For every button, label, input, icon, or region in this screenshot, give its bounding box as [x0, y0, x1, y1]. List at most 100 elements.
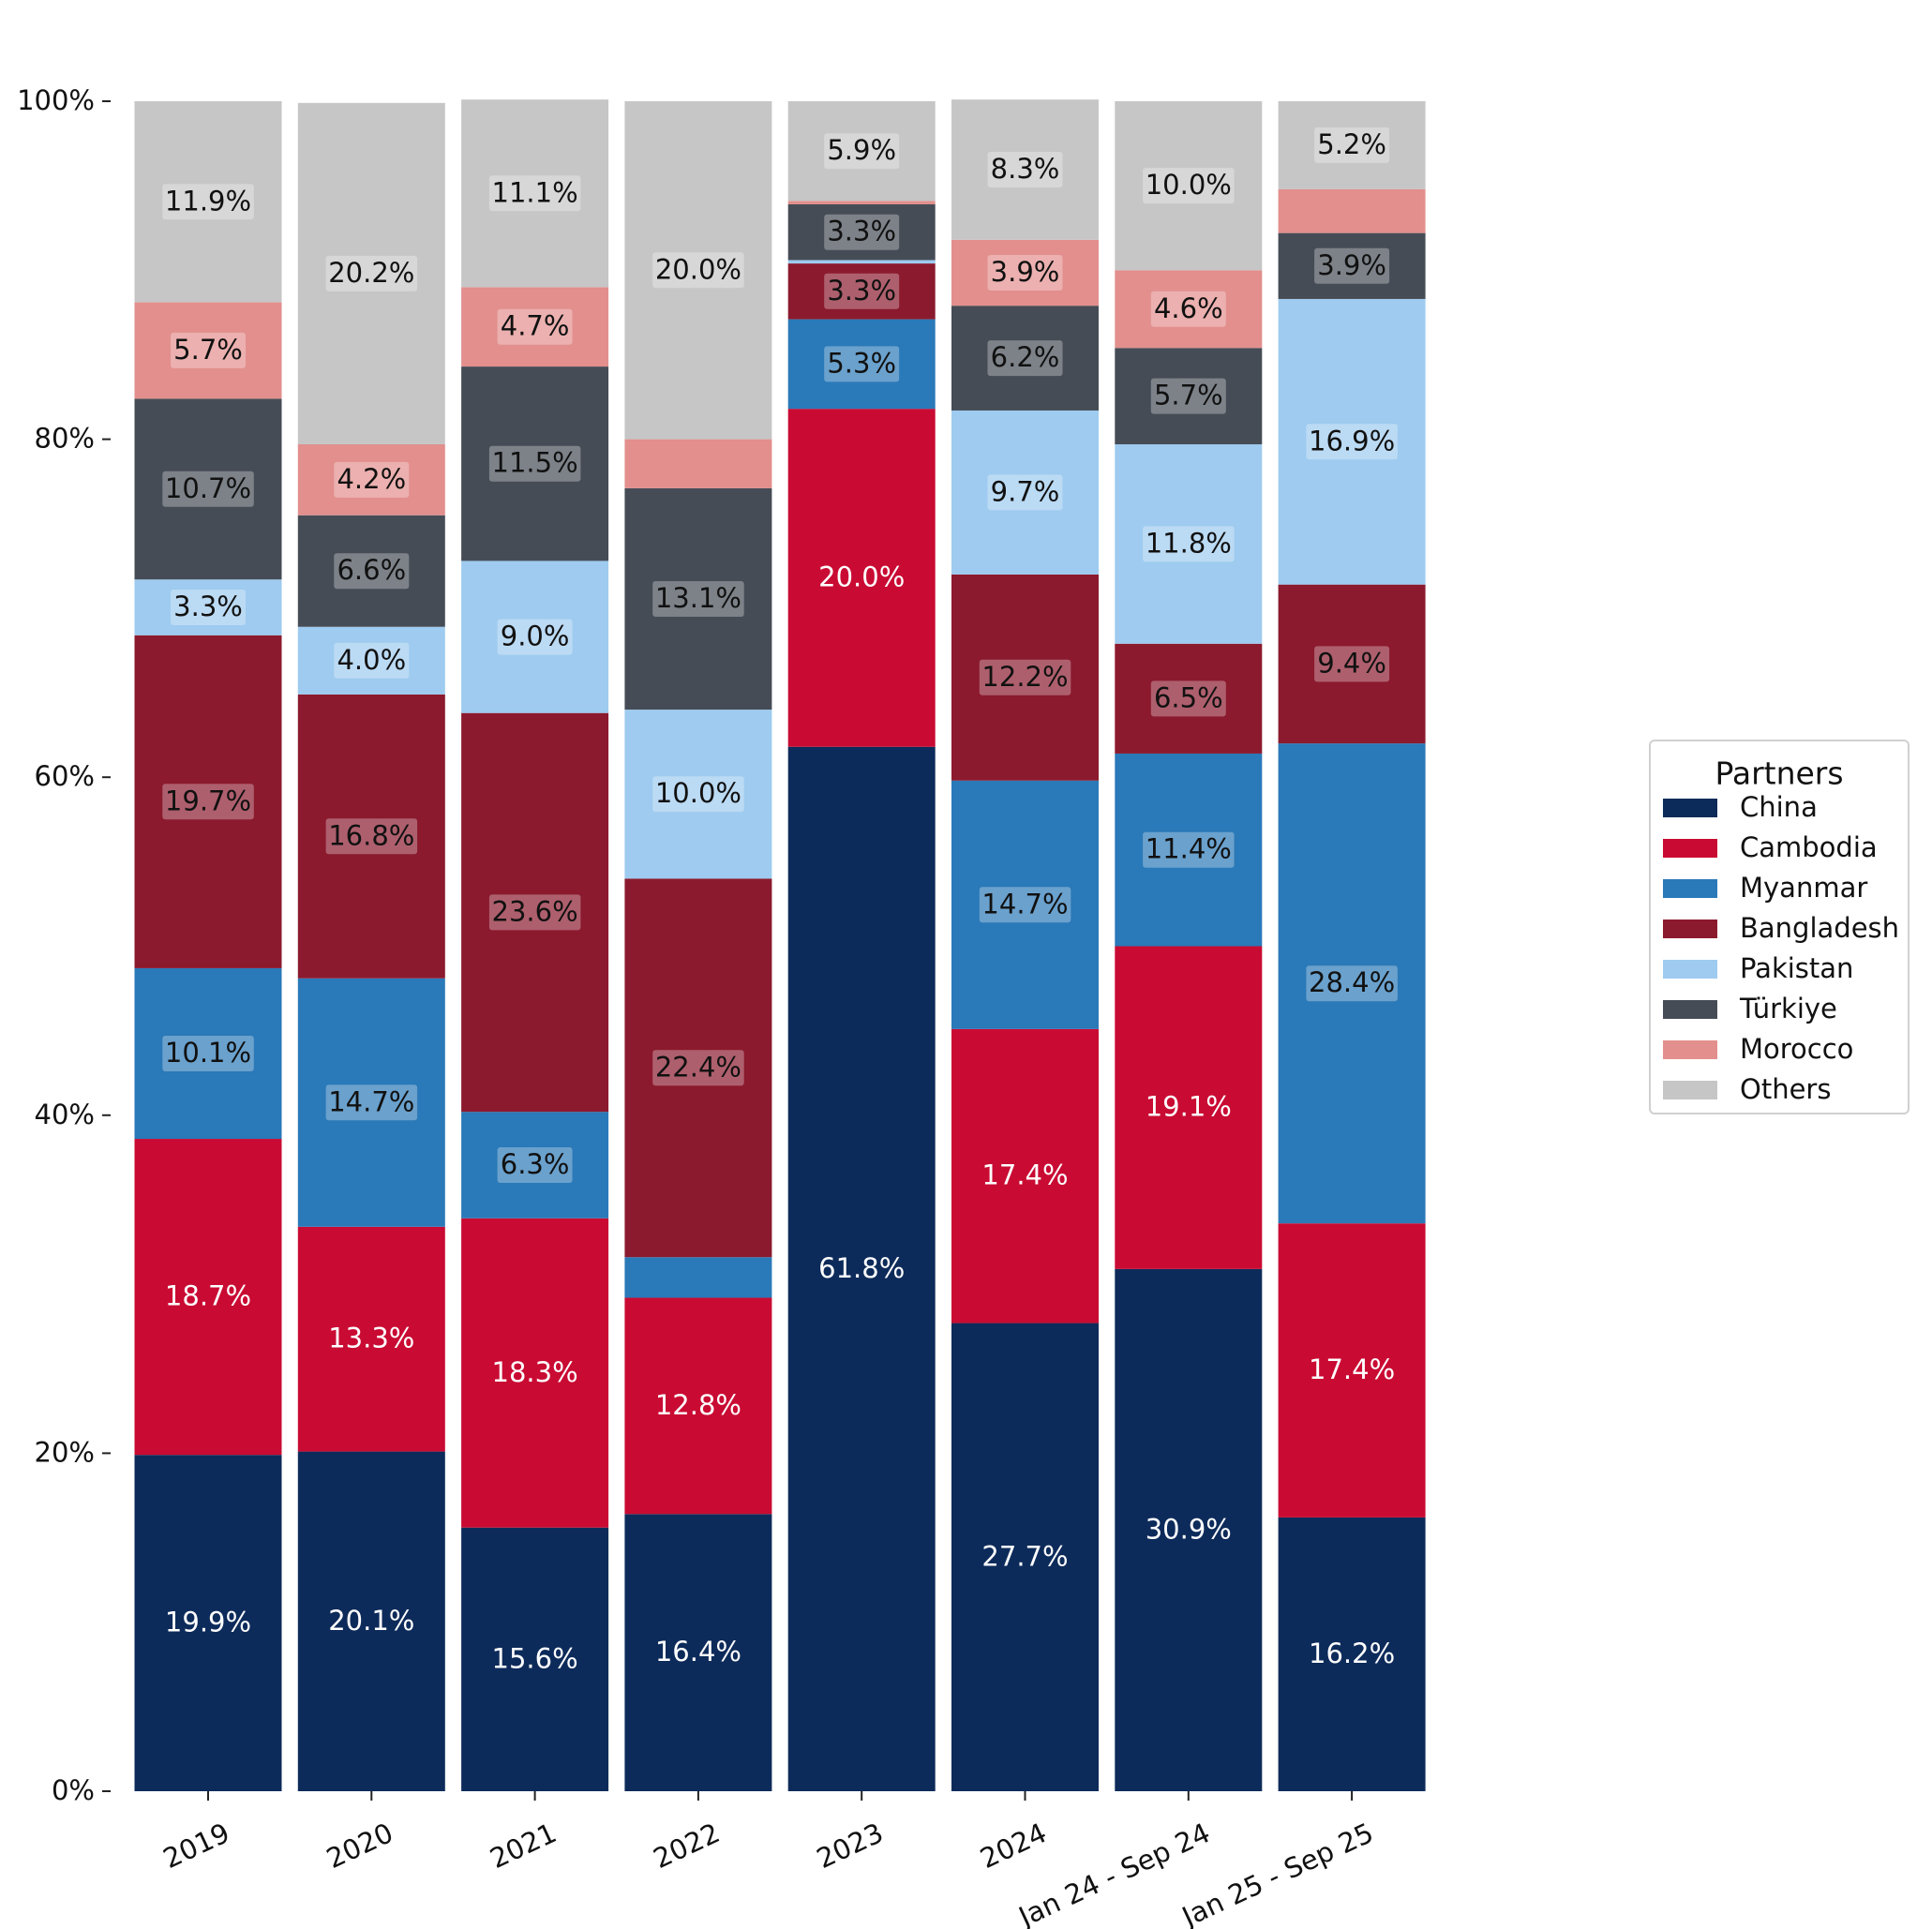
data-label-text: 12.8%: [655, 1389, 741, 1421]
data-label-box: [162, 784, 254, 820]
x-tick-label-2021: 2021: [485, 1817, 561, 1875]
data-label-bangladesh-2019: 19.7%: [162, 784, 254, 820]
legend-item-t-rkiye: Türkiye: [1663, 993, 1837, 1024]
legend-title: Partners: [1715, 755, 1843, 792]
bar-myanmar-2023: [787, 319, 936, 410]
data-label-cambodia-2024: 17.4%: [981, 1159, 1068, 1191]
bar-bangladesh-jan-24-sep-24: [1115, 643, 1263, 754]
data-label-t-rkiye-2021: 11.5%: [488, 445, 581, 482]
data-label-china-2019: 19.9%: [165, 1607, 251, 1638]
data-label-myanmar-2024: 14.7%: [979, 887, 1071, 923]
bar-morocco-2019: [134, 302, 282, 399]
data-label-text: 5.9%: [827, 134, 896, 166]
bar-china-2021: [461, 1527, 609, 1791]
legend-label: Morocco: [1740, 1033, 1853, 1065]
bar-t-rkiye-2024: [951, 306, 1099, 411]
data-label-box: [1150, 680, 1226, 717]
legend-label: China: [1740, 791, 1818, 823]
legend-label: Cambodia: [1740, 831, 1878, 863]
data-label-morocco-2019: 5.7%: [171, 332, 246, 368]
data-label-box: [652, 581, 744, 617]
bar-cambodia-jan-24-sep-24: [1115, 946, 1263, 1269]
bar-morocco-2024: [951, 239, 1099, 307]
bar-others-2023: [787, 101, 936, 202]
legend-label: Myanmar: [1740, 872, 1867, 904]
data-label-text: 5.7%: [1154, 380, 1223, 411]
data-label-cambodia-2022: 12.8%: [655, 1389, 741, 1421]
legend-label: Pakistan: [1740, 952, 1853, 984]
data-label-box: [979, 659, 1071, 695]
data-label-text: 15.6%: [492, 1642, 578, 1674]
data-label-bangladesh-2024: 12.2%: [979, 659, 1071, 695]
data-label-text: 14.7%: [328, 1085, 414, 1117]
data-label-text: 6.6%: [337, 554, 406, 586]
data-label-box: [325, 255, 418, 292]
bar-bangladesh-2022: [624, 878, 772, 1258]
data-label-text: 19.7%: [165, 785, 251, 816]
data-label-pakistan-2019: 3.3%: [171, 590, 246, 625]
data-label-t-rkiye-2024: 6.2%: [987, 340, 1063, 377]
bar-t-rkiye-2021: [461, 366, 609, 561]
data-label-text: 6.5%: [1154, 681, 1223, 713]
data-label-box: [987, 152, 1063, 187]
bar-bangladesh-2024: [951, 574, 1099, 781]
data-label-box: [162, 1036, 254, 1071]
data-label-cambodia-2020: 13.3%: [328, 1323, 414, 1354]
data-label-t-rkiye-2019: 10.7%: [162, 471, 254, 507]
data-label-text: 23.6%: [492, 895, 578, 927]
data-label-box: [1150, 291, 1226, 327]
data-label-bangladesh-2023: 3.3%: [824, 273, 900, 309]
data-label-china-jan-24-sep-24: 30.9%: [1146, 1513, 1232, 1545]
data-label-text: 13.1%: [655, 582, 741, 614]
data-label-text: 30.9%: [1146, 1513, 1232, 1545]
legend-items: China Cambodia Myanmar Bangladesh Pakistan Tü…: [1663, 791, 1899, 1105]
bar-morocco-jan-25-sep-25: [1278, 188, 1426, 233]
data-label-china-2023: 61.8%: [818, 1252, 905, 1284]
data-label-myanmar-2020: 14.7%: [325, 1084, 418, 1121]
legend-item-pakistan: Pakistan: [1663, 952, 1853, 984]
bar-morocco-2023: [787, 201, 936, 204]
data-label-box: [162, 471, 254, 507]
bar-pakistan-2020: [297, 626, 445, 695]
legend-swatch: [1663, 1000, 1717, 1019]
data-label-china-jan-25-sep-25: 16.2%: [1309, 1637, 1395, 1669]
data-label-cambodia-jan-24-sep-24: 19.1%: [1146, 1091, 1232, 1123]
bar-bangladesh-2020: [297, 694, 445, 979]
legend-item-bangladesh: Bangladesh: [1663, 912, 1899, 944]
data-label-china-2020: 20.1%: [328, 1605, 414, 1637]
data-label-others-2022: 20.0%: [652, 252, 744, 289]
bar-bangladesh-2019: [134, 635, 282, 968]
data-label-text: 5.3%: [827, 347, 896, 379]
data-label-box: [1306, 965, 1398, 1002]
data-label-text: 3.3%: [173, 591, 243, 622]
legend-label: Others: [1740, 1073, 1831, 1105]
data-label-text: 9.0%: [501, 621, 570, 652]
data-label-text: 22.4%: [655, 1051, 741, 1083]
data-label-box: [824, 133, 900, 170]
y-tick-label: 20%: [35, 1436, 95, 1468]
bar-myanmar-jan-25-sep-25: [1278, 743, 1426, 1224]
data-label-text: 27.7%: [981, 1540, 1068, 1572]
data-label-box: [171, 590, 246, 625]
data-label-text: 12.2%: [981, 661, 1068, 693]
data-label-t-rkiye-2020: 6.6%: [334, 553, 410, 590]
bar-cambodia-2024: [951, 1028, 1099, 1323]
data-label-t-rkiye-jan-25-sep-25: 3.9%: [1314, 247, 1390, 284]
legend-label: Bangladesh: [1740, 912, 1899, 944]
data-label-text: 11.4%: [1146, 833, 1232, 865]
bar-myanmar-2022: [624, 1257, 772, 1298]
data-label-cambodia-2023: 20.0%: [818, 561, 905, 592]
bar-others-2022: [624, 101, 772, 440]
bar-t-rkiye-2019: [134, 398, 282, 580]
data-label-box: [334, 461, 410, 498]
data-label-box: [488, 445, 581, 482]
bar-t-rkiye-2023: [787, 203, 936, 261]
data-label-text: 18.7%: [165, 1280, 251, 1312]
data-label-bangladesh-jan-24-sep-24: 6.5%: [1150, 680, 1226, 717]
data-label-box: [1143, 526, 1235, 562]
data-label-text: 4.2%: [337, 463, 406, 495]
x-tick-label-2024: 2024: [975, 1817, 1051, 1875]
data-label-text: 8.3%: [991, 153, 1060, 185]
data-label-myanmar-2023: 5.3%: [824, 346, 900, 382]
bar-t-rkiye-2022: [624, 487, 772, 710]
